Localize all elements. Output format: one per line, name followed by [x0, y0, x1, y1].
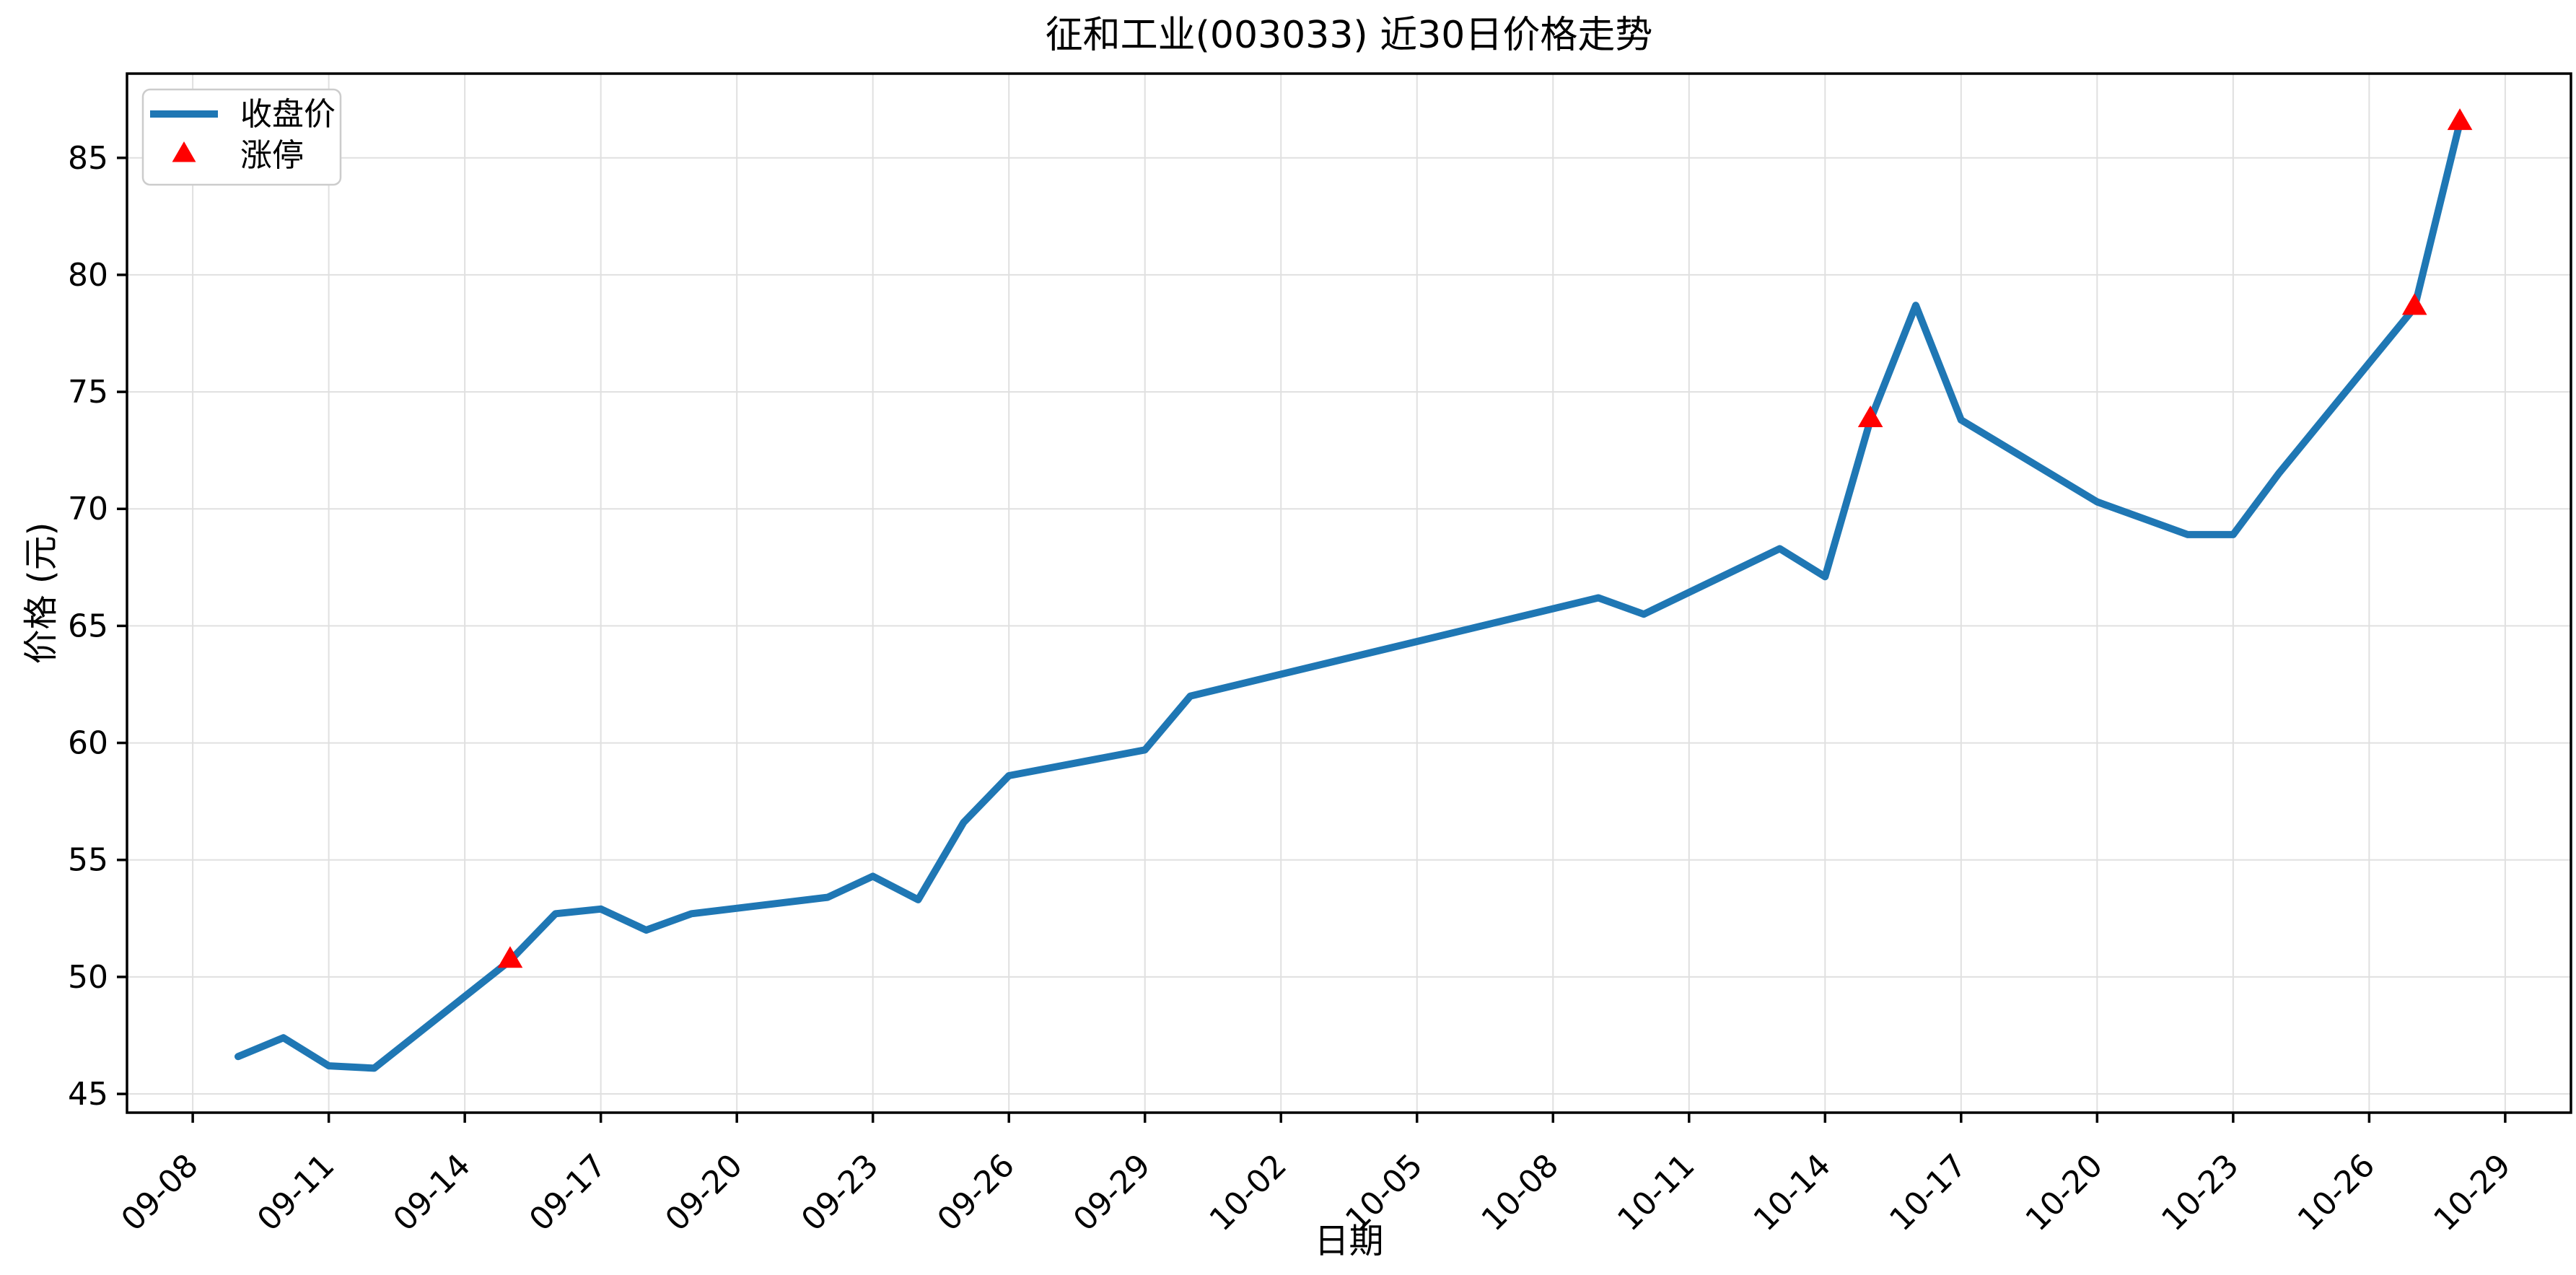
y-tick-label-80: 80: [68, 257, 108, 294]
limit-up-marker-10-28: [2447, 108, 2473, 131]
y-tick-label-70: 70: [68, 491, 108, 527]
limit-up-marker-09-15: [497, 946, 523, 968]
x-tick-label-10-08: 10-08: [1475, 1147, 1566, 1238]
chart-title: 征和工业(003033) 近30日价格走势: [1045, 14, 1653, 57]
limit-up-marker-10-15: [1857, 406, 1883, 427]
plot-border: [126, 72, 2572, 1114]
y-tick-label-55: 55: [68, 842, 108, 879]
x-tick-label-10-20: 10-20: [2019, 1147, 2110, 1238]
y-tick-label-60: 60: [68, 725, 108, 762]
y-tick-label-85: 85: [68, 140, 108, 177]
y-tick-label-65: 65: [68, 608, 108, 644]
x-tick-label-10-23: 10-23: [2155, 1147, 2246, 1238]
legend-label-close-price: 收盘价: [240, 96, 336, 133]
x-tick-label-10-11: 10-11: [1611, 1147, 1701, 1238]
limit-up-marker-10-27: [2401, 293, 2427, 315]
x-tick-label-09-23: 09-23: [794, 1147, 885, 1238]
x-tick-label-09-08: 09-08: [114, 1147, 205, 1238]
x-tick-label-10-05: 10-05: [1339, 1147, 1429, 1238]
x-tick-label-09-29: 09-29: [1066, 1147, 1157, 1238]
legend-label-limit-up: 涨停: [240, 137, 304, 174]
x-tick-label-10-29: 10-29: [2427, 1147, 2518, 1238]
x-tick-label-09-11: 09-11: [250, 1147, 341, 1238]
close-price-line: [235, 119, 2463, 1072]
x-axis-label: 日期: [1314, 1221, 1384, 1261]
y-tick-label-75: 75: [68, 374, 108, 411]
y-tick-label-50: 50: [68, 959, 108, 996]
y-tick-label-45: 45: [68, 1076, 108, 1113]
x-tick-label-09-17: 09-17: [522, 1147, 613, 1238]
x-tick-label-09-26: 09-26: [931, 1147, 1022, 1238]
x-tick-label-10-17: 10-17: [1883, 1147, 1973, 1238]
x-tick-label-10-14: 10-14: [1747, 1147, 1838, 1238]
x-tick-label-10-26: 10-26: [2291, 1147, 2382, 1238]
x-tick-label-09-20: 09-20: [658, 1147, 749, 1238]
x-tick-label-09-14: 09-14: [386, 1147, 477, 1238]
legend-triangle-sample: [172, 141, 196, 162]
x-tick-label-10-02: 10-02: [1203, 1147, 1294, 1238]
